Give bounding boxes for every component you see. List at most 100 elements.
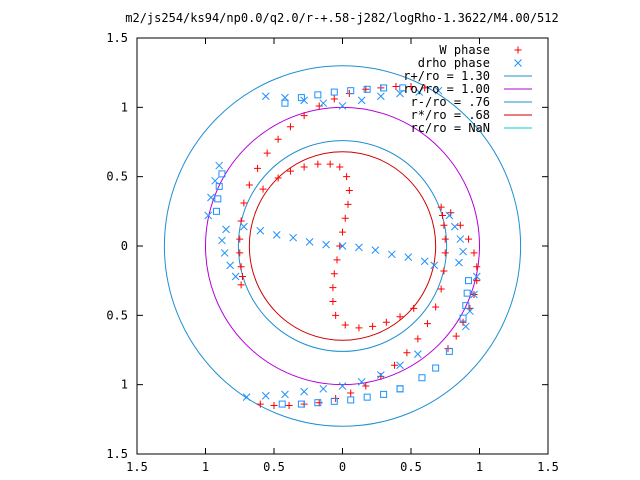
series-1-point-10 (322, 240, 330, 249)
series-0-point-44 (410, 304, 418, 312)
x-tick-label-6: 1.5 (537, 460, 559, 474)
series-0-point-14 (407, 83, 415, 91)
x-tick-label-3: 0 (339, 460, 346, 474)
series-0-point-30 (344, 200, 352, 208)
legend-marker-0 (514, 46, 522, 54)
series-0-point-47 (432, 303, 440, 311)
series-0-point-74 (459, 318, 467, 326)
series-1-point-11 (338, 242, 347, 250)
series-1-point-37 (300, 387, 308, 396)
series-0-point-50 (403, 349, 411, 357)
series-2-point-4 (347, 87, 355, 95)
series-2-point-3 (330, 88, 338, 96)
series-1-point-36 (319, 384, 328, 393)
series-0-point-15 (421, 84, 429, 92)
series-2-point-20 (459, 314, 467, 322)
series-1-point-18 (207, 193, 215, 202)
series-0-point-22 (274, 174, 282, 182)
y-tick-label-3: 0 (121, 239, 128, 253)
series-0-point-40 (355, 324, 363, 332)
series-2-point-14 (363, 393, 371, 401)
series-2-point-13 (380, 390, 388, 398)
x-tick-label-2: 0.5 (263, 460, 285, 474)
series-0-point-61 (441, 249, 449, 257)
series-0-point-54 (347, 389, 355, 397)
series-0-point-64 (439, 211, 447, 219)
series-0-point-39 (341, 321, 349, 329)
series-0-point-42 (382, 318, 390, 326)
y-tick-label-2: 0.5 (106, 308, 128, 322)
series-2-point-9 (215, 182, 223, 190)
series-0-point-23 (286, 167, 294, 175)
series-1-point-15 (404, 253, 413, 261)
series-0-point-7 (300, 112, 308, 120)
legend-marker-1 (514, 59, 522, 67)
x-tick-label-4: 0.5 (400, 460, 422, 474)
series-1-point-39 (261, 391, 270, 400)
series-1-point-17 (430, 261, 439, 270)
series-1-point-35 (338, 382, 347, 390)
series-1-point-7 (272, 231, 281, 239)
series-0-point-52 (377, 372, 385, 380)
series-1-point-30 (461, 322, 470, 331)
series-0-point-16 (236, 235, 244, 243)
series-0-point-26 (326, 160, 334, 168)
series-2-point-19 (278, 400, 286, 408)
series-0-point-48 (423, 320, 431, 328)
series-1-point-1 (218, 236, 226, 245)
series-2-point-7 (399, 84, 407, 92)
series-0-point-49 (414, 335, 422, 343)
y-tick-label-1: 1 (121, 378, 128, 392)
series-0-point-2 (245, 181, 253, 189)
series-0-point-70 (473, 263, 481, 271)
series-1-point-47 (377, 92, 385, 101)
series-0-point-67 (456, 221, 464, 229)
series-0-point-21 (259, 185, 267, 193)
series-1-point-24 (456, 235, 465, 243)
series-0-point-36 (329, 284, 337, 292)
series-1-point-49 (415, 88, 424, 96)
series-2-point-25 (445, 347, 453, 355)
series-1-point-0 (222, 225, 230, 234)
series-0-point-56 (315, 399, 323, 407)
series-0-point-29 (345, 187, 353, 195)
series-0-point-62 (441, 235, 449, 243)
series-0-point-3 (254, 164, 262, 172)
series-1-point-9 (305, 237, 314, 246)
series-0-point-19 (238, 273, 246, 281)
series-0-point-41 (369, 322, 377, 330)
y-axis: 1.5 1 0.5 0 0.5 1 1.5 (106, 31, 548, 461)
series-1-point-32 (396, 361, 404, 370)
series-0-point-60 (256, 400, 264, 408)
series-1-point-33 (377, 371, 385, 379)
series-1-point-40 (242, 393, 251, 402)
series-0-point-28 (343, 173, 351, 181)
series-0-point-27 (336, 163, 344, 171)
series-0-point-68 (465, 235, 473, 243)
series-0-point-4 (263, 149, 271, 157)
legend-label-4: r-/ro = .76 (411, 95, 490, 109)
series-0-point-6 (286, 123, 294, 131)
series-0-point-18 (237, 263, 245, 271)
x-tick-label-1: 1 (202, 460, 209, 474)
series-0-point-71 (473, 277, 481, 285)
series-2-point-8 (218, 170, 226, 178)
series-2-point-26 (418, 374, 426, 382)
x-tick-label-0: 1.5 (126, 460, 148, 474)
series-0-point-8 (315, 102, 323, 110)
series-0 (236, 83, 481, 409)
series-1-point-38 (281, 390, 289, 399)
series-0-point-9 (330, 95, 338, 103)
series-0-point-37 (329, 297, 337, 305)
series-0-point-31 (341, 214, 349, 222)
series-0-point-13 (392, 83, 400, 91)
series-1-point-45 (338, 102, 347, 110)
series-1-point-6 (256, 226, 265, 235)
series-1-point-28 (472, 272, 481, 281)
series-1-point-3 (226, 261, 235, 270)
series-1-point-41 (261, 92, 270, 101)
series-0-point-45 (440, 267, 448, 275)
series-2-point-5 (363, 85, 371, 93)
